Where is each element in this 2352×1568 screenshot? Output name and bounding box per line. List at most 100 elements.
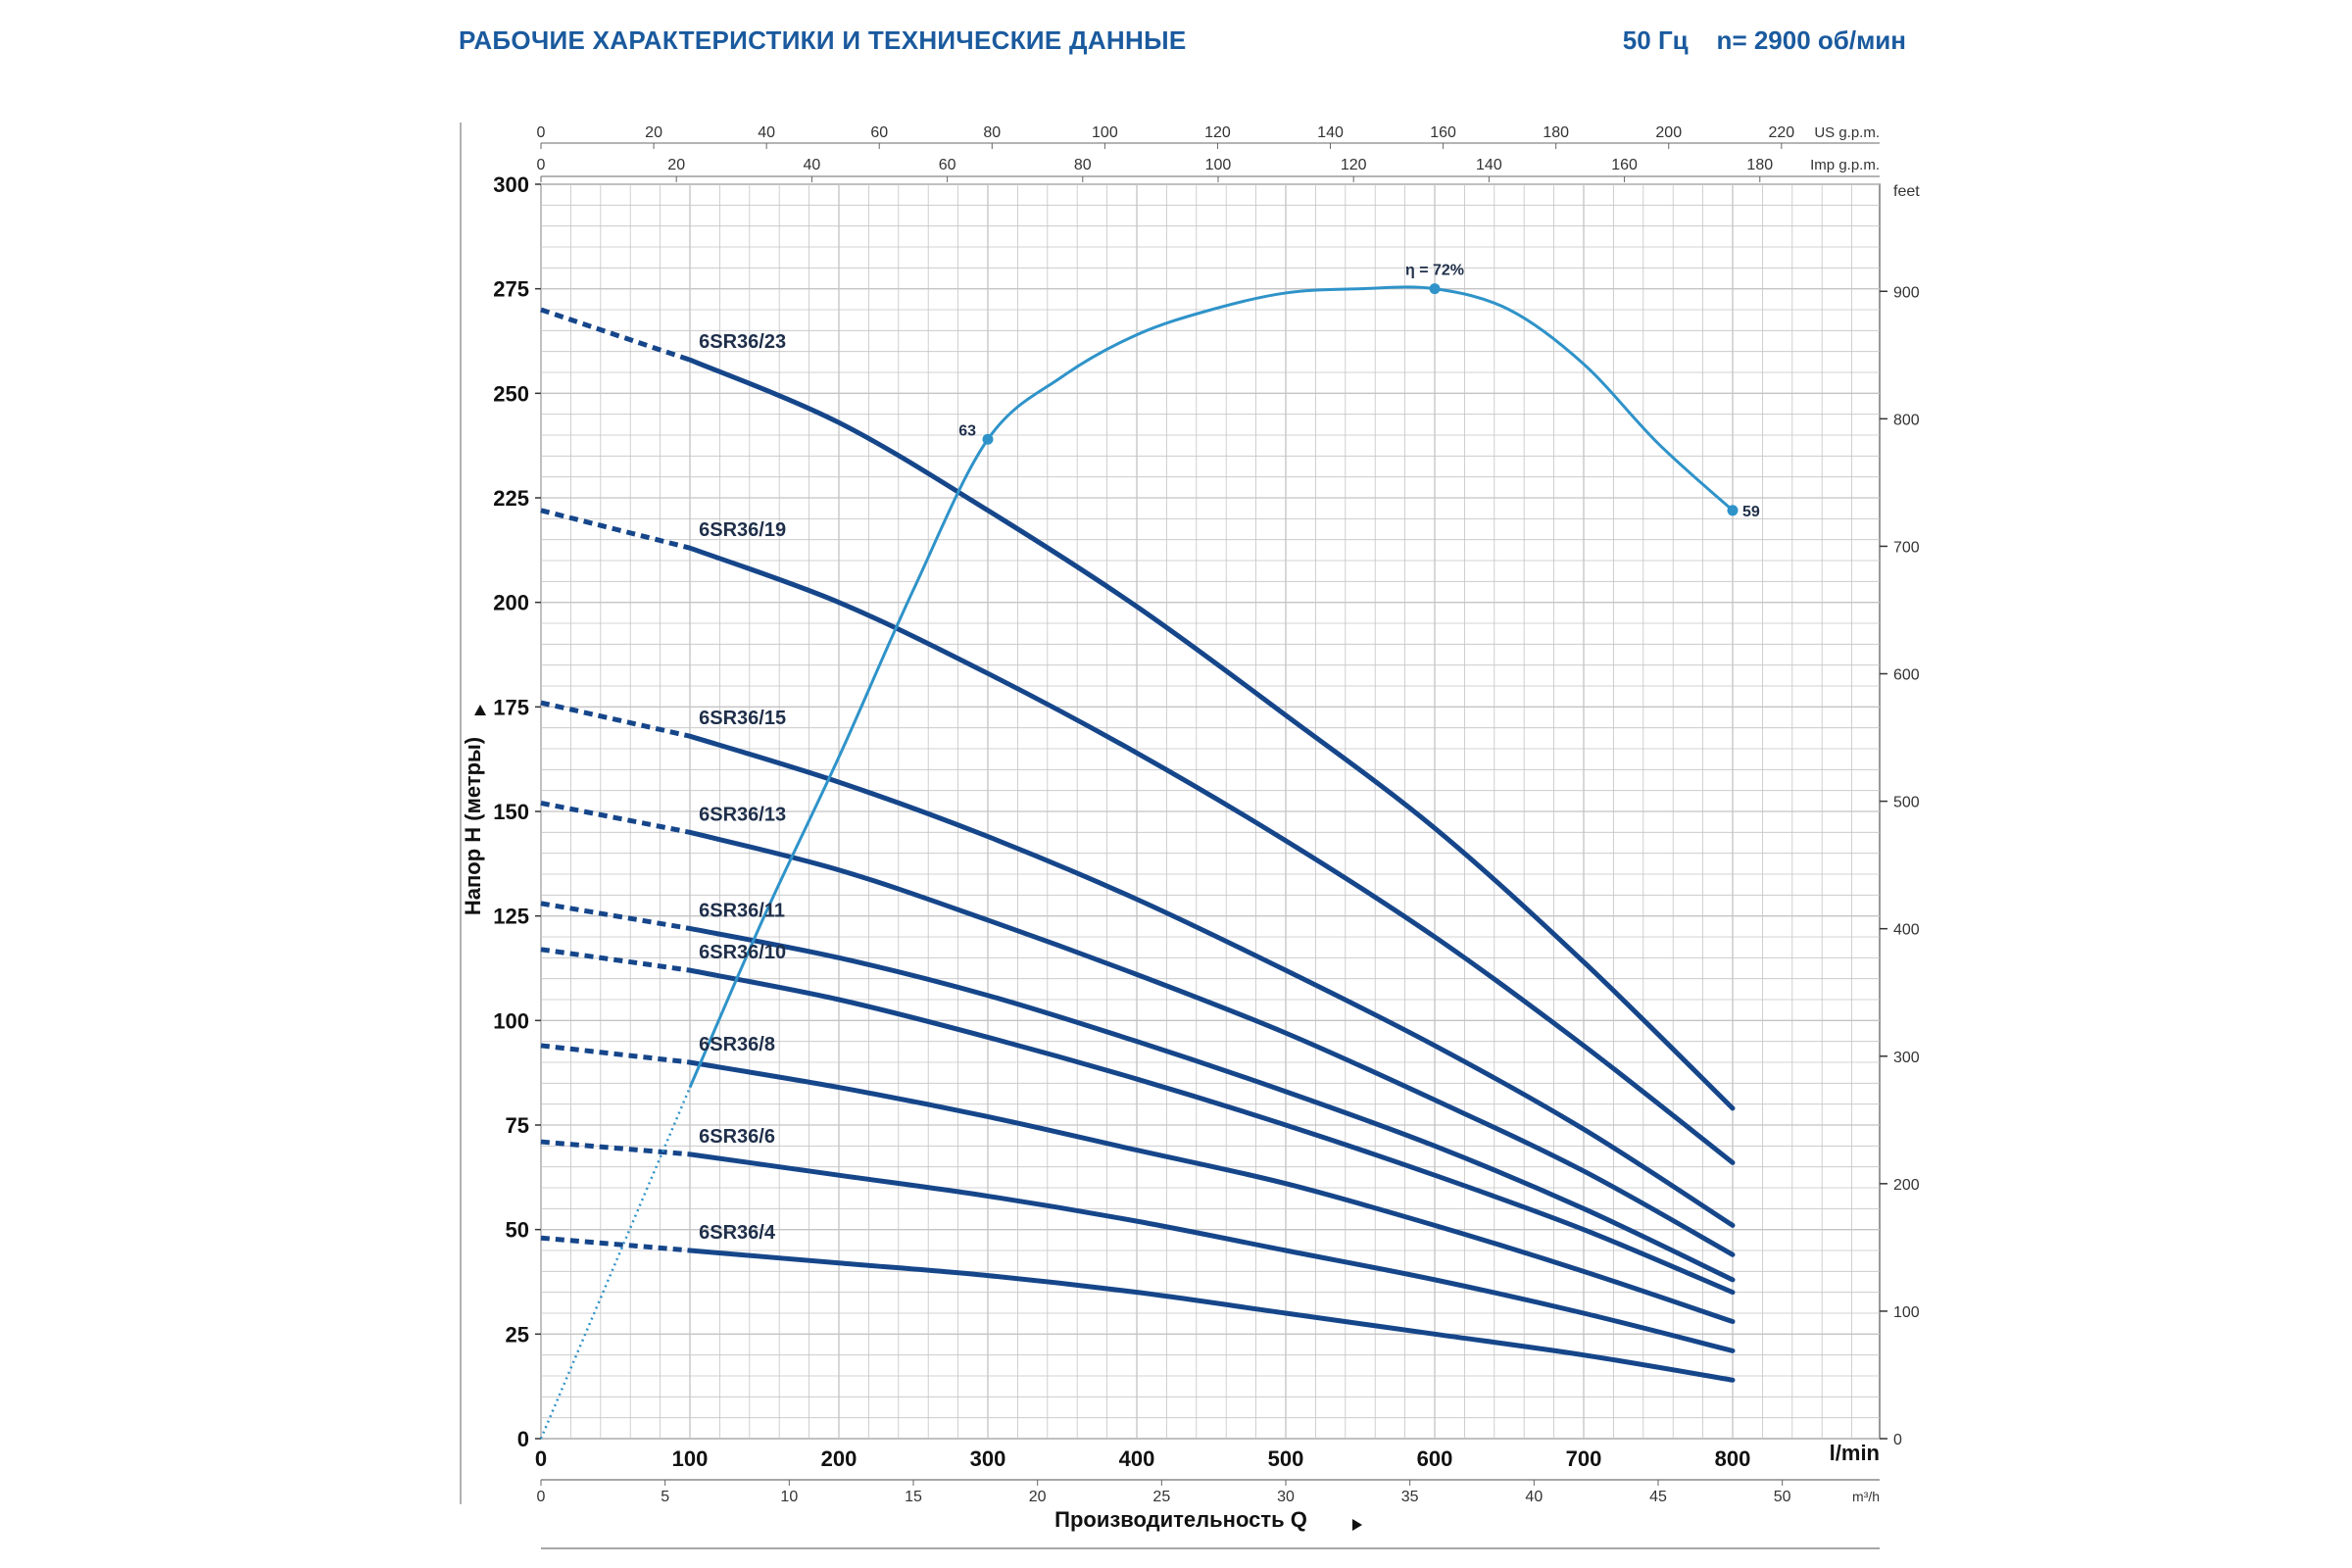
feet-unit-label: feet [1893,183,1920,200]
curve-dashed-6SR36/13 [540,801,691,835]
efficiency-point [1429,283,1441,295]
efficiency-dotted [539,1087,692,1440]
curve-label-6SR36/11: 6SR36/11 [699,900,785,921]
curve-dashed-6SR36/15 [540,700,691,739]
x-tick-label: 700 [1566,1446,1602,1471]
efficiency-line [688,285,1735,1089]
m3h-tick-label: 10 [780,1489,798,1505]
m3h-tick-label: 30 [1277,1489,1295,1505]
efficiency-point [1727,505,1739,516]
imp-tick-label: 100 [1205,157,1232,173]
us-tick-label: 60 [870,124,888,141]
curve-label-6SR36/15: 6SR36/15 [699,708,786,729]
x-tick-label: 800 [1715,1446,1751,1471]
us-tick-label: 20 [645,124,662,141]
imp-tick-label: 0 [537,157,546,173]
us-tick-label: 120 [1204,124,1231,141]
x-axis-arrow [1352,1519,1362,1531]
feet-tick-label: 500 [1893,795,1920,811]
y-tick-label: 150 [493,800,529,824]
x-tick-label: 200 [821,1446,858,1471]
feet-tick-label: 100 [1893,1304,1920,1321]
series [540,307,1736,1383]
curve-label-6SR36/10: 6SR36/10 [699,942,786,963]
axes: 0255075100125150175200225250275300Напор … [460,122,1920,1549]
x-tick-label: 100 [672,1446,709,1471]
m3h-tick-label: 40 [1525,1489,1543,1505]
efficiency-point [982,433,994,445]
efficiency-curve [539,283,1739,1440]
x-tick-label: 0 [535,1446,547,1471]
m3h-tick-label: 5 [661,1489,669,1505]
m3h-tick-label: 35 [1401,1489,1419,1505]
curve-dashed-6SR36/23 [540,307,691,363]
y-tick-label: 200 [493,591,529,615]
feet-tick-label: 600 [1893,667,1920,684]
curve-6SR36/19 [687,545,1736,1165]
curve-dashed-6SR36/4 [540,1235,691,1253]
us-tick-label: 200 [1655,124,1682,141]
curve-label-6SR36/19: 6SR36/19 [699,519,786,541]
x-tick-label: 400 [1119,1446,1155,1471]
y-tick-label: 250 [493,381,529,406]
feet-tick-label: 300 [1893,1050,1920,1066]
feet-tick-label: 400 [1893,922,1920,939]
feet-tick-label: 900 [1893,284,1920,301]
y-tick-label: 75 [506,1113,529,1138]
curve-dashed-6SR36/11 [540,901,691,931]
curve-label-6SR36/8: 6SR36/8 [699,1034,775,1055]
page-title: РАБОЧИЕ ХАРАКТЕРИСТИКИ И ТЕХНИЧЕСКИЕ ДАН… [459,25,1187,55]
curve-6SR36/15 [687,733,1736,1228]
us-unit-label: US g.p.m. [1814,124,1880,141]
us-tick-label: 180 [1543,124,1569,141]
efficiency-point-label: 63 [958,422,976,439]
curve-label-6SR36/4: 6SR36/4 [699,1222,776,1244]
y-tick-label: 125 [493,905,529,929]
imp-tick-label: 80 [1074,157,1092,173]
curve-dashed-6SR36/8 [540,1043,691,1065]
curve-dashed-6SR36/10 [540,947,691,973]
m3h-tick-label: 45 [1649,1489,1667,1505]
x-tick-label: 500 [1268,1446,1304,1471]
imp-tick-label: 20 [667,157,685,173]
y-tick-label: 300 [493,172,529,197]
us-tick-label: 100 [1092,124,1118,141]
x-axis-title: Производительность Q [1054,1507,1307,1532]
imp-tick-label: 60 [939,157,956,173]
us-tick-label: 220 [1768,124,1794,141]
imp-tick-label: 140 [1476,157,1502,173]
curve-label-6SR36/23: 6SR36/23 [699,331,786,353]
x-tick-label: 600 [1417,1446,1453,1471]
m3h-tick-label: 25 [1152,1489,1170,1505]
efficiency-point-label: η = 72% [1405,263,1464,279]
curve-label-6SR36/6: 6SR36/6 [699,1126,775,1148]
x-unit-label: l/min [1830,1441,1880,1465]
feet-tick-label: 200 [1893,1177,1920,1194]
curve-6SR36/11 [687,925,1736,1283]
labels: 6SR36/23 6SR36/19 6SR36/15 6SR36/13 6SR36/11… [699,263,1760,1244]
feet-tick-label: 700 [1893,539,1920,556]
curve-6SR36/4 [687,1248,1736,1383]
imp-tick-label: 180 [1746,157,1773,173]
us-tick-label: 80 [983,124,1001,141]
y-tick-label: 50 [506,1218,529,1243]
curve-dashed-6SR36/19 [540,508,691,551]
us-tick-label: 40 [758,124,775,141]
m3h-tick-label: 50 [1774,1489,1791,1505]
y-axis-arrow [474,705,486,715]
imp-unit-label: Imp g.p.m. [1810,157,1880,173]
y-tick-label: 275 [493,277,529,302]
imp-tick-label: 160 [1611,157,1638,173]
feet-tick-label: 0 [1893,1432,1902,1448]
y-axis-title: Напор H (метры) [461,737,485,915]
curve-6SR36/10 [687,967,1736,1296]
efficiency-point-label: 59 [1742,504,1760,520]
curve-dashed-6SR36/6 [540,1139,691,1157]
y-tick-label: 25 [506,1322,529,1347]
speed-spec: 50 Гц n= 2900 об/мин [1622,25,1906,55]
y-tick-label: 100 [493,1008,529,1033]
us-tick-label: 140 [1317,124,1344,141]
y-tick-label: 175 [493,695,529,719]
us-tick-label: 160 [1430,124,1456,141]
curve-6SR36/6 [687,1152,1736,1353]
